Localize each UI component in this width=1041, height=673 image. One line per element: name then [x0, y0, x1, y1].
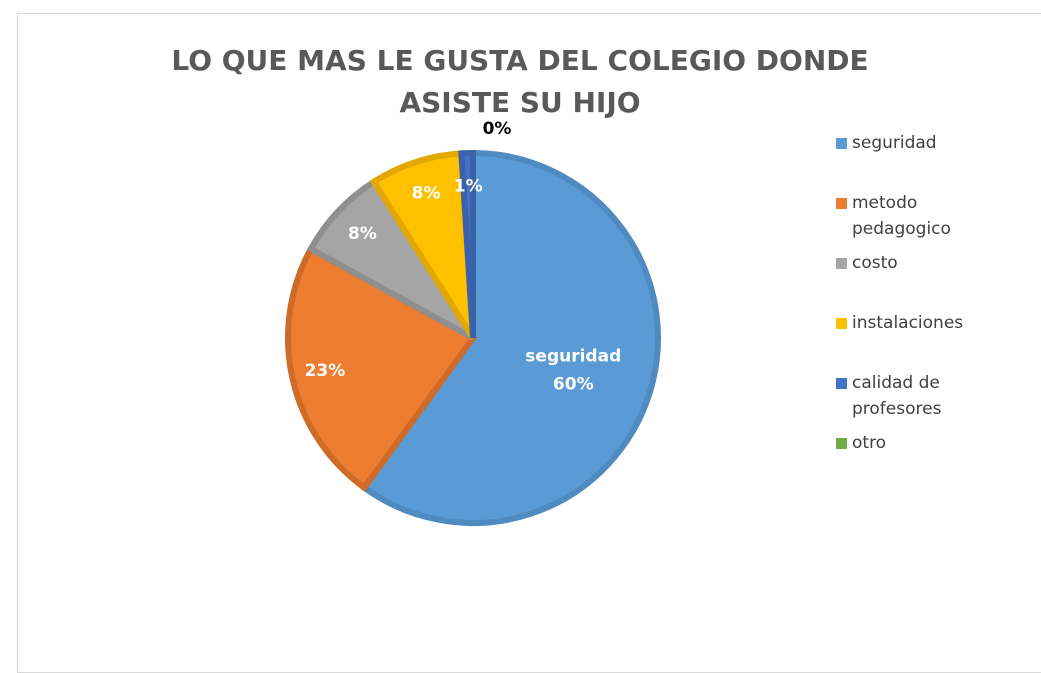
legend-swatch: [836, 438, 847, 449]
legend-swatch: [836, 138, 847, 149]
slice-value-label: 60%: [553, 375, 594, 395]
legend-label: otro: [852, 433, 887, 453]
legend-swatch: [836, 318, 847, 329]
legend-item: otro: [836, 430, 996, 490]
legend-item: instalaciones: [836, 310, 996, 370]
pie: seguridad 60% 23% 8% 8% 1% 0%: [285, 119, 661, 526]
slice-value-label: 8%: [348, 224, 377, 244]
slice-value-label: 8%: [412, 184, 441, 204]
legend-item: seguridad: [836, 130, 996, 190]
legend-item: calidad de profesores: [836, 370, 996, 430]
page: {"chart_data": {"type": "pie", "title": …: [17, 13, 1041, 673]
pie-slice: [360, 149, 661, 526]
legend-swatch: [836, 378, 847, 389]
legend-item: costo: [836, 250, 996, 310]
slice-value-label: 1%: [454, 176, 483, 196]
chart-title: LO QUE MAS LE GUSTA DEL COLEGIO DONDE AS…: [171, 44, 869, 119]
pie-slice: [458, 149, 476, 339]
legend-label: seguridad: [852, 133, 937, 153]
legend-item: metodo pedagogico: [836, 190, 996, 250]
legend: seguridad metodo pedagogico costo instalaci…: [836, 130, 996, 490]
legend-label: instalaciones: [852, 313, 964, 333]
legend-label: costo: [852, 253, 898, 273]
slice-category-label: seguridad: [525, 347, 621, 367]
legend-swatch: [836, 258, 847, 269]
legend-label: calidad de profesores: [852, 373, 942, 419]
legend-swatch: [836, 198, 847, 209]
legend-label: metodo pedagogico: [852, 193, 951, 239]
slice-value-label: 23%: [305, 361, 346, 381]
slice-value-label: 0%: [483, 119, 512, 139]
pie-slice: [285, 244, 478, 492]
